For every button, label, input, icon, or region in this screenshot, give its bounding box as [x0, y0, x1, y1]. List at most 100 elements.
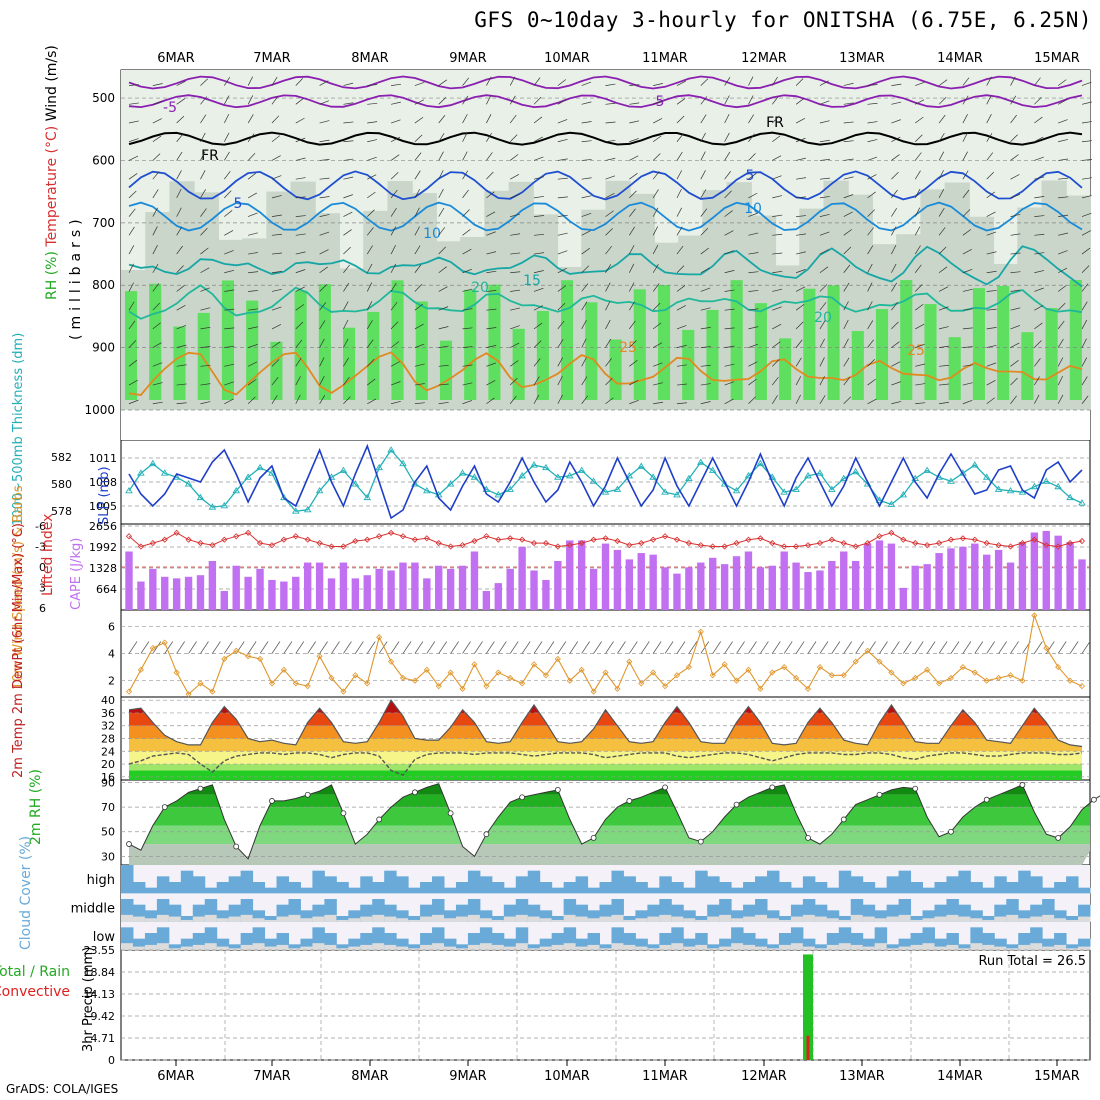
wind-barb [772, 359, 780, 367]
wind-barb [986, 380, 996, 386]
wind-barb [938, 246, 947, 255]
wind-barb [676, 245, 684, 255]
cloud-cell-low [1006, 948, 1019, 950]
wind-barb [700, 227, 709, 236]
wind-barb [867, 102, 878, 105]
rh-point [447, 810, 454, 817]
wind-barb [486, 171, 494, 180]
wind-barb [176, 383, 187, 386]
wind-barb [486, 251, 497, 255]
surface-wind-barb [355, 641, 364, 654]
wind-barb [891, 381, 901, 386]
wind-barb [200, 170, 206, 180]
wind-barb [509, 377, 518, 386]
surface-wind-barb [986, 641, 995, 654]
cloud-cell-low [180, 919, 194, 922]
rh-point [697, 838, 704, 845]
li-point [1043, 542, 1050, 549]
wind-barb [795, 286, 806, 292]
wind-barb [224, 327, 235, 330]
li-point [530, 540, 538, 547]
cloud-cell [802, 876, 816, 894]
wind-barb [248, 308, 259, 311]
wind-barb [319, 395, 326, 404]
li-point [804, 542, 812, 549]
wind-barb [629, 379, 639, 386]
wind-barb [700, 287, 711, 292]
wind-barb [1034, 287, 1044, 292]
wind-barb [247, 361, 258, 367]
wind-barb [748, 326, 759, 330]
wind-speed-point [685, 664, 692, 671]
cloud-cell-low [455, 916, 469, 922]
wind-barb [867, 378, 876, 386]
cloud-cell [778, 916, 792, 922]
surface-wind-barb [664, 641, 674, 654]
surface-wind-barb [128, 641, 138, 654]
wind-barb [152, 362, 163, 367]
cloud-cell-low [300, 946, 313, 950]
wind-barb [843, 140, 854, 143]
wind-barb [605, 121, 616, 124]
wind-barb [557, 138, 568, 143]
cloud-cell [731, 887, 744, 894]
wind-barb [176, 324, 187, 330]
wind-barb [676, 285, 686, 292]
wind-barb [938, 133, 945, 142]
rh-point [161, 804, 168, 811]
wind-barb [271, 175, 282, 180]
wind-barb [438, 227, 446, 236]
cloud-cell-low [384, 944, 397, 950]
wind-barb [367, 121, 378, 124]
wind-barb [962, 151, 968, 161]
slp-tick-label: 1008 [89, 476, 117, 489]
wind-barb [748, 192, 758, 199]
wind-barb [128, 173, 138, 180]
wind-barb [390, 282, 397, 292]
cloud-cell [838, 870, 852, 894]
cloud-cell [503, 938, 517, 950]
wind-speed-line [128, 613, 1083, 696]
cloud-cell [444, 938, 457, 950]
wind-barb [390, 321, 399, 330]
li-point [1078, 537, 1086, 545]
cloud-cell [444, 887, 457, 894]
wind-barb [891, 341, 900, 348]
cloud-cell [121, 865, 134, 894]
wind-barb [581, 101, 592, 105]
surface-wind-barb [617, 641, 626, 654]
cloud-cell-low [479, 918, 493, 922]
rh-point [411, 789, 418, 796]
wind-barb [438, 115, 446, 124]
wind-barb [819, 120, 830, 124]
cloud-cell-low [755, 914, 768, 922]
cape-bar [256, 568, 264, 610]
wind-barb [915, 343, 925, 348]
cape-bar [863, 543, 872, 610]
wind-barb [986, 152, 994, 161]
wind-barb [271, 359, 280, 367]
wind-barb [557, 267, 567, 274]
wind-speed-point [161, 639, 168, 646]
surface-wind-barb [1010, 641, 1019, 654]
wind-barb [200, 267, 210, 274]
cloud-cell [970, 910, 983, 922]
cloud-cell-low [683, 946, 696, 950]
cloud-cell [934, 882, 947, 894]
cloud-row-label: low [93, 930, 116, 945]
thickness-point [589, 477, 598, 484]
wind-barb [700, 364, 711, 367]
cloud-cell-low [850, 914, 864, 922]
cape-bar [971, 543, 979, 610]
wind-barb [533, 215, 545, 217]
wind-barb [914, 188, 921, 199]
thickness-point [530, 461, 538, 468]
wind-barb [152, 100, 163, 105]
rh-band-high [827, 285, 840, 400]
cape-bar [994, 549, 1003, 610]
wind-barb [1010, 342, 1020, 348]
cloud-cell [539, 910, 553, 922]
temperature-contour [128, 131, 1083, 146]
wind-barb [986, 211, 996, 217]
cape-bar [363, 575, 371, 610]
